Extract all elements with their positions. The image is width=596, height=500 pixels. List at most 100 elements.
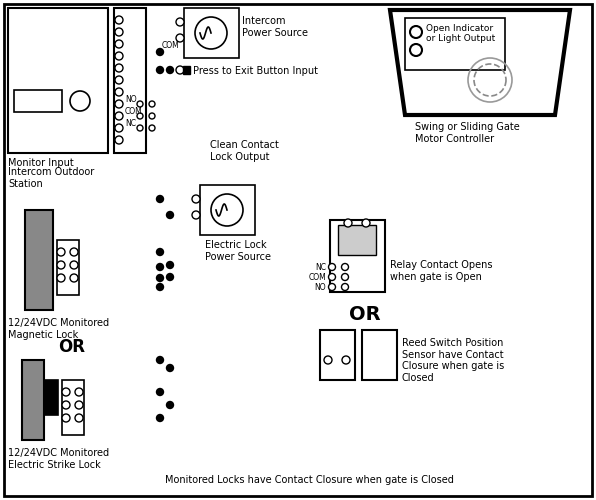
Bar	[25, 210, 53, 310]
Circle shape	[137, 113, 143, 119]
Circle shape	[410, 44, 422, 56]
Bar	[338, 225, 376, 255]
Circle shape	[137, 101, 143, 107]
Bar	[62, 380, 84, 435]
Text: Reed Switch Position
Sensor have Contact
Closure when gate is
Closed: Reed Switch Position Sensor have Contact…	[402, 338, 504, 383]
Circle shape	[62, 401, 70, 409]
Text: Electric Lock
Power Source: Electric Lock Power Source	[205, 240, 271, 262]
Circle shape	[137, 125, 143, 131]
Circle shape	[115, 64, 123, 72]
Bar	[362, 330, 397, 380]
Circle shape	[157, 388, 163, 396]
Circle shape	[342, 264, 349, 270]
Text: Relay Contact Opens
when gate is Open: Relay Contact Opens when gate is Open	[390, 260, 492, 281]
Circle shape	[75, 414, 83, 422]
Circle shape	[166, 274, 173, 280]
Circle shape	[57, 261, 65, 269]
Text: COM: COM	[308, 272, 326, 281]
Circle shape	[115, 88, 123, 96]
Circle shape	[157, 356, 163, 364]
Circle shape	[410, 26, 422, 38]
Circle shape	[57, 248, 65, 256]
Circle shape	[62, 388, 70, 396]
Bar	[320, 330, 355, 380]
Bar	[44, 380, 58, 415]
Bar	[200, 185, 255, 235]
Circle shape	[195, 17, 227, 49]
Text: NO: NO	[125, 96, 136, 104]
Circle shape	[157, 264, 163, 270]
Circle shape	[166, 66, 173, 73]
Bar	[183, 66, 190, 74]
Text: OR: OR	[349, 305, 381, 324]
Circle shape	[115, 124, 123, 132]
Text: NO: NO	[314, 282, 326, 292]
Circle shape	[328, 274, 336, 280]
Text: OR: OR	[58, 338, 85, 356]
Text: Monitor Input: Monitor Input	[8, 158, 74, 168]
Circle shape	[211, 194, 243, 226]
Circle shape	[342, 284, 349, 290]
Bar	[14, 90, 62, 112]
Circle shape	[166, 212, 173, 218]
Bar	[22, 360, 44, 440]
Circle shape	[149, 113, 155, 119]
Circle shape	[344, 219, 352, 227]
Text: Monitored Locks have Contact Closure when gate is Closed: Monitored Locks have Contact Closure whe…	[165, 475, 454, 485]
Text: 12/24VDC Monitored
Magnetic Lock: 12/24VDC Monitored Magnetic Lock	[8, 318, 109, 340]
Polygon shape	[390, 10, 570, 115]
Circle shape	[176, 66, 184, 74]
Circle shape	[70, 248, 78, 256]
Circle shape	[70, 91, 90, 111]
Circle shape	[157, 274, 163, 281]
Circle shape	[176, 34, 184, 42]
Circle shape	[362, 219, 370, 227]
Bar	[114, 8, 146, 153]
Text: Open Indicator
or Light Output: Open Indicator or Light Output	[426, 24, 495, 44]
Circle shape	[157, 48, 163, 56]
Bar	[8, 8, 108, 153]
Circle shape	[328, 264, 336, 270]
Circle shape	[324, 356, 332, 364]
Circle shape	[115, 136, 123, 144]
Bar	[330, 220, 385, 292]
Circle shape	[157, 414, 163, 422]
Text: NC: NC	[315, 262, 326, 272]
Circle shape	[149, 125, 155, 131]
Circle shape	[166, 262, 173, 268]
Text: NC: NC	[125, 120, 136, 128]
Circle shape	[157, 196, 163, 202]
Text: Swing or Sliding Gate
Motor Controller: Swing or Sliding Gate Motor Controller	[415, 122, 520, 144]
Circle shape	[157, 66, 163, 73]
Bar	[405, 18, 505, 70]
Circle shape	[115, 112, 123, 120]
Circle shape	[176, 18, 184, 26]
Circle shape	[62, 414, 70, 422]
Circle shape	[115, 40, 123, 48]
Circle shape	[115, 76, 123, 84]
Bar	[184, 8, 239, 58]
Circle shape	[75, 401, 83, 409]
Circle shape	[342, 356, 350, 364]
Text: Clean Contact
Lock Output: Clean Contact Lock Output	[210, 140, 279, 162]
Text: Intercom Outdoor
Station: Intercom Outdoor Station	[8, 167, 94, 188]
Circle shape	[166, 364, 173, 372]
Circle shape	[157, 284, 163, 290]
Circle shape	[115, 100, 123, 108]
Circle shape	[70, 274, 78, 282]
Circle shape	[115, 16, 123, 24]
Circle shape	[342, 274, 349, 280]
Circle shape	[166, 402, 173, 408]
Text: Press to Exit Button Input: Press to Exit Button Input	[193, 66, 318, 76]
Circle shape	[192, 211, 200, 219]
Circle shape	[115, 52, 123, 60]
Text: Intercom
Power Source: Intercom Power Source	[242, 16, 308, 38]
Text: 12/24VDC Monitored
Electric Strike Lock: 12/24VDC Monitored Electric Strike Lock	[8, 448, 109, 469]
Circle shape	[75, 388, 83, 396]
Circle shape	[192, 195, 200, 203]
Circle shape	[115, 28, 123, 36]
Circle shape	[149, 101, 155, 107]
Circle shape	[57, 274, 65, 282]
Bar	[57, 240, 79, 295]
Circle shape	[70, 261, 78, 269]
